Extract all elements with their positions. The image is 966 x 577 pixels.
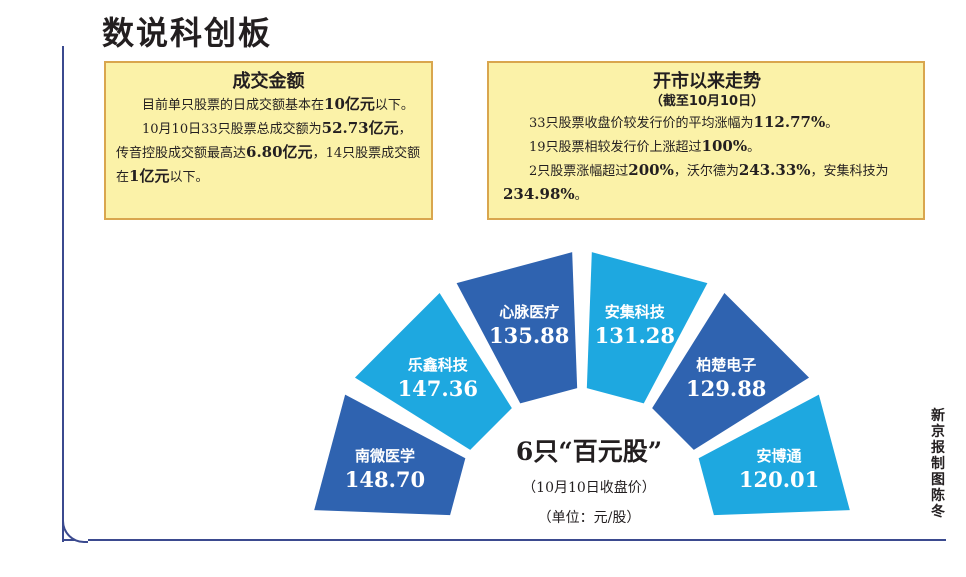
trading-volume-paragraph-1: 目前单只股票的日成交额基本在10亿元以下。 bbox=[142, 95, 414, 113]
frame-left-line bbox=[62, 46, 64, 542]
trend-subheading: （截至10月10日） bbox=[649, 94, 765, 109]
page-title: 数说科创板 bbox=[102, 14, 273, 52]
trading-volume-heading: 成交金额 bbox=[232, 71, 305, 92]
fan-segment-shape bbox=[354, 292, 512, 450]
fan-segment-name: 安集科技 bbox=[605, 303, 666, 321]
fan-segment-name: 心脉医疗 bbox=[499, 303, 559, 321]
fan-segment-shape bbox=[586, 252, 708, 404]
trend-heading: 开市以来走势 bbox=[653, 71, 761, 92]
credit-text: 新京报制图陈冬 bbox=[931, 408, 945, 520]
fan-segment-name: 安博通 bbox=[757, 447, 802, 465]
trend-box: 开市以来走势 （截至10月10日） 33只股票收盘价较发行价的平均涨幅为112.… bbox=[487, 61, 925, 220]
fan-segment-3: 心脉医疗 135.88 bbox=[456, 252, 578, 404]
fan-segment-price: 135.88 bbox=[489, 323, 569, 348]
trend-line-3: 2只股票涨幅超过200%，沃尔德为243.33%，安集科技为234.98%。 bbox=[503, 161, 889, 203]
fan-segment-shape bbox=[652, 292, 810, 450]
fan-segment-2: 乐鑫科技 147.36 bbox=[354, 292, 512, 450]
fan-segment-price: 148.70 bbox=[345, 467, 425, 492]
fan-segment-shape bbox=[456, 252, 578, 404]
fan-center-unit: （单位：元/股） bbox=[537, 510, 641, 526]
fan-segment-5: 柏楚电子 129.88 bbox=[652, 292, 810, 450]
fan-segment-shape bbox=[698, 394, 850, 516]
trading-volume-paragraph-2: 10月10日33只股票总成交额为52.73亿元，传音控股成交额最高达6.80亿元… bbox=[116, 119, 421, 185]
fan-segment-price: 147.36 bbox=[398, 376, 478, 401]
fan-segment-name: 乐鑫科技 bbox=[408, 356, 469, 374]
frame-bottom-line bbox=[62, 539, 946, 541]
trading-volume-box: 成交金额 目前单只股票的日成交额基本在10亿元以下。 10月10日33只股票总成… bbox=[104, 61, 433, 220]
fan-center-title: 6只“百元股” bbox=[515, 437, 663, 466]
fan-segment-shape bbox=[314, 394, 466, 516]
fan-segment-6: 安博通 120.01 bbox=[698, 394, 850, 516]
fan-segment-name: 南微医学 bbox=[355, 447, 415, 465]
fan-segment-1: 南微医学 148.70 bbox=[314, 394, 466, 516]
trend-line-1: 33只股票收盘价较发行价的平均涨幅为112.77%。 bbox=[529, 113, 839, 131]
fan-segment-price: 120.01 bbox=[739, 467, 819, 492]
fan-segment-name: 柏楚电子 bbox=[696, 356, 756, 374]
fan-segment-price: 131.28 bbox=[595, 323, 675, 348]
fan-segment-4: 安集科技 131.28 bbox=[586, 252, 708, 404]
trend-line-2: 19只股票相较发行价上涨超过100%。 bbox=[529, 137, 761, 155]
fan-center-note: （10月10日收盘价） bbox=[522, 480, 656, 496]
fan-segment-price: 129.88 bbox=[686, 376, 766, 401]
